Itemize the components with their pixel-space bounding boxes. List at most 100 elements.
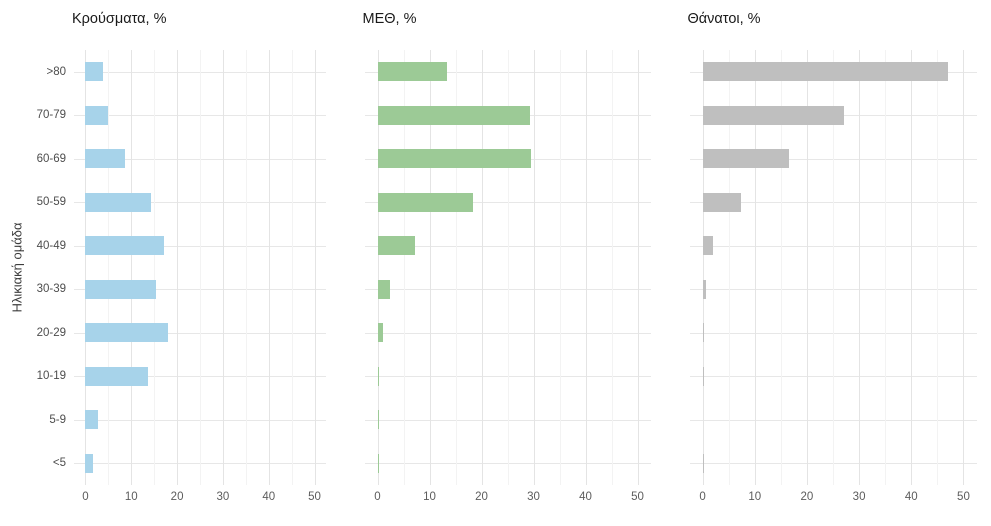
y-tick-label: 30-39 xyxy=(36,283,66,296)
plot-area-icu xyxy=(364,50,651,485)
x-tick-label: 40 xyxy=(579,491,592,503)
x-tick-label: 0 xyxy=(374,491,381,503)
y-tick-label: <5 xyxy=(52,457,66,470)
y-tick-label: 20-29 xyxy=(36,326,66,339)
bar-30-39 xyxy=(85,279,156,299)
gridline-minor xyxy=(291,50,293,485)
x-tick-label: 20 xyxy=(475,491,488,503)
x-tick-label: 20 xyxy=(800,491,814,503)
gridline-minor xyxy=(507,50,509,485)
gridline-major xyxy=(702,50,704,485)
bar-30-39 xyxy=(377,279,390,299)
panel-title-cases: Κρούσματα, % xyxy=(72,11,167,27)
gridline-major xyxy=(481,50,483,485)
gridline-minor xyxy=(937,50,939,485)
gridline-major xyxy=(963,50,965,485)
gridline-major xyxy=(377,50,379,485)
gridline-major xyxy=(268,50,270,485)
x-tick-label: 10 xyxy=(124,491,138,503)
bar-20-29 xyxy=(702,323,704,343)
bar-10-19 xyxy=(702,366,704,386)
bar-50-59 xyxy=(377,192,473,212)
gridline-major xyxy=(754,50,756,485)
bar-<5 xyxy=(85,453,93,473)
gridline-minor xyxy=(559,50,561,485)
gridline-major xyxy=(131,50,133,485)
gridline-major xyxy=(637,50,639,485)
x-tick-label: 50 xyxy=(631,491,644,503)
x-tick-label: 20 xyxy=(170,491,184,503)
gridline-minor xyxy=(611,50,613,485)
x-tick-label: 10 xyxy=(423,491,436,503)
bar->80 xyxy=(377,62,448,82)
y-tick-label: >80 xyxy=(46,65,66,78)
bar->80 xyxy=(702,62,948,82)
gridline-major xyxy=(911,50,913,485)
bar-5-9 xyxy=(377,410,379,430)
x-axis-cases: 0 10 20 30 40 50 xyxy=(74,491,326,505)
bar-30-39 xyxy=(702,279,706,299)
panel-title-deaths: Θάνατοι, % xyxy=(687,11,761,27)
bar-70-79 xyxy=(85,105,108,125)
panel-deaths: Θάνατοι, % 0 10 20 30 40 50 xyxy=(687,0,977,526)
bar-60-69 xyxy=(85,149,125,169)
x-tick-label: 30 xyxy=(527,491,540,503)
y-axis-labels: >80 70-79 60-69 50-59 40-49 30-39 20-29 10-19 5-… xyxy=(18,50,66,485)
bar-10-19 xyxy=(85,366,148,386)
plot-area-deaths xyxy=(689,50,977,485)
gridline-major xyxy=(533,50,535,485)
gridline-major xyxy=(585,50,587,485)
x-tick-label: 0 xyxy=(699,491,706,503)
bar-20-29 xyxy=(85,323,168,343)
gridline-major xyxy=(429,50,431,485)
y-tick-label: 10-19 xyxy=(36,370,66,383)
bar-<5 xyxy=(377,453,379,473)
bar-<5 xyxy=(702,453,704,473)
gridline-major xyxy=(177,50,179,485)
gridline-major xyxy=(85,50,87,485)
y-tick-label: 5-9 xyxy=(49,413,66,426)
gridline-minor xyxy=(200,50,201,485)
gridline-minor xyxy=(780,50,782,485)
bar->80 xyxy=(85,62,103,82)
bar-60-69 xyxy=(377,149,531,169)
bar-50-59 xyxy=(85,192,151,212)
gridline-minor xyxy=(403,50,405,485)
gridline-minor xyxy=(245,50,247,485)
y-tick-label: 70-79 xyxy=(36,109,66,122)
bar-70-79 xyxy=(377,105,530,125)
bar-40-49 xyxy=(377,236,416,256)
gridline-minor xyxy=(728,50,730,485)
bar-20-29 xyxy=(377,323,383,343)
bar-40-49 xyxy=(702,236,713,256)
panel-cases: Κρούσματα, % 0 10 20 30 40 50 xyxy=(72,0,326,526)
bar-50-59 xyxy=(702,192,741,212)
gridline-major xyxy=(222,50,224,485)
y-tick-label: 50-59 xyxy=(36,196,66,209)
gridline-minor xyxy=(833,50,834,485)
x-tick-label: 50 xyxy=(957,491,970,503)
x-tick-label: 30 xyxy=(216,491,230,503)
plot-area-cases xyxy=(74,50,326,485)
x-tick-label: 0 xyxy=(82,491,89,503)
bar-10-19 xyxy=(377,366,379,386)
y-tick-label: 40-49 xyxy=(36,239,66,252)
gridline-minor xyxy=(108,50,110,485)
x-axis-deaths: 0 10 20 30 40 50 xyxy=(690,491,977,505)
bar-60-69 xyxy=(702,149,790,169)
gridline-major xyxy=(314,50,316,485)
x-tick-label: 40 xyxy=(262,491,276,503)
gridline-minor xyxy=(455,50,457,485)
gridline-major xyxy=(806,50,808,485)
x-tick-label: 40 xyxy=(904,491,918,503)
gridline-major xyxy=(859,50,861,485)
x-tick-label: 50 xyxy=(308,491,321,503)
bar-40-49 xyxy=(85,236,164,256)
x-axis-icu: 0 10 20 30 40 50 xyxy=(365,491,651,505)
gridline-minor xyxy=(154,50,156,485)
bar-5-9 xyxy=(85,410,98,430)
x-tick-label: 10 xyxy=(748,491,762,503)
panel-icu: ΜΕΘ, % 0 10 20 30 40 50 xyxy=(363,0,651,526)
bar-70-79 xyxy=(702,105,844,125)
